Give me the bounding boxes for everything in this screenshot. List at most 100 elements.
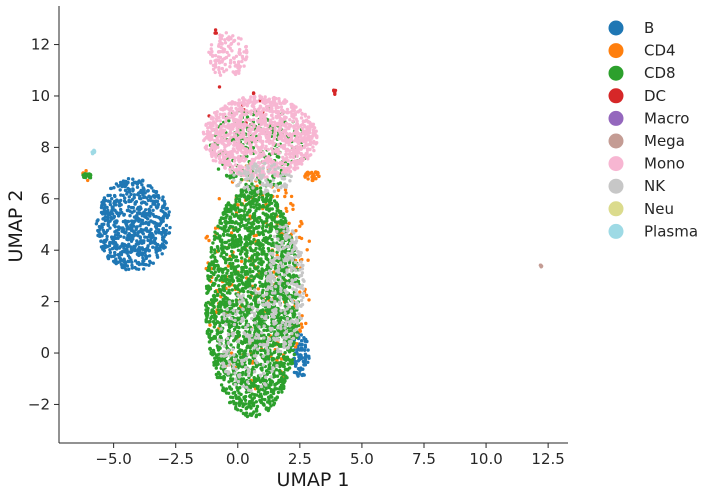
point-cd8: [254, 363, 259, 368]
point-cd8: [257, 269, 261, 273]
point-cd8: [241, 194, 246, 198]
point-cd8: [265, 239, 269, 243]
point-nk: [296, 262, 300, 267]
point-cd8: [237, 391, 241, 395]
point-b: [162, 205, 166, 209]
point-b: [155, 245, 159, 250]
point-mono: [291, 119, 295, 124]
point-mono: [290, 113, 294, 117]
point-b: [144, 220, 148, 225]
point-mono: [223, 38, 227, 42]
point-cd8: [259, 272, 263, 276]
point-cd8: [258, 394, 262, 398]
point-cd8: [220, 243, 224, 248]
point-b: [144, 208, 148, 212]
point-cd8: [210, 260, 214, 264]
point-mono: [232, 60, 236, 64]
point-cd8: [239, 311, 243, 315]
point-mono: [276, 147, 280, 152]
point-cd8: [260, 205, 264, 209]
point-cd8: [232, 214, 237, 218]
point-cd8: [238, 217, 242, 221]
point-mono: [233, 102, 237, 106]
point-nk: [301, 295, 305, 299]
point-cd8: [211, 241, 215, 245]
point-mono: [204, 147, 209, 151]
point-cd4: [217, 197, 221, 201]
point-cd8: [219, 308, 223, 312]
point-b: [152, 238, 157, 242]
point-cd8: [275, 205, 279, 210]
point-cd8: [233, 221, 237, 225]
point-mono: [293, 113, 297, 117]
point-mono: [303, 139, 307, 144]
point-nk: [283, 322, 288, 327]
point-b: [125, 236, 130, 240]
point-mono: [266, 104, 270, 108]
point-b: [141, 256, 145, 260]
point-mono: [240, 54, 245, 59]
point-mono: [213, 143, 217, 147]
point-b: [110, 197, 114, 201]
point-cd8: [212, 321, 217, 326]
point-cd8: [228, 261, 232, 266]
point-mono: [287, 169, 291, 173]
point-cd8: [207, 333, 211, 337]
point-mono: [248, 145, 253, 149]
point-cd8: [252, 401, 256, 405]
point-cd8: [229, 373, 233, 377]
point-cd8: [205, 309, 210, 313]
point-cd8: [285, 367, 289, 372]
point-mono: [263, 146, 267, 151]
point-cd8: [265, 219, 269, 223]
point-b: [142, 267, 146, 271]
point-mono: [283, 158, 288, 162]
point-b: [305, 339, 309, 344]
point-cd8: [239, 202, 244, 206]
point-cd8: [258, 398, 262, 402]
point-cd8: [237, 227, 241, 232]
point-cd8: [251, 269, 255, 274]
point-b: [146, 184, 150, 188]
point-cd8: [215, 259, 219, 263]
point-cd8: [213, 362, 217, 366]
point-b: [300, 342, 304, 347]
point-cd8: [251, 202, 255, 206]
point-cd8: [249, 263, 253, 267]
point-cd8: [270, 380, 275, 384]
point-cd8: [226, 268, 230, 273]
point-cd8: [224, 252, 229, 257]
point-b: [102, 196, 107, 200]
point-b: [125, 264, 130, 268]
point-nk: [290, 251, 294, 255]
point-cd8: [251, 341, 256, 345]
point-cd8: [254, 267, 258, 271]
point-cd8: [271, 391, 276, 396]
point-cd8: [257, 215, 262, 220]
point-b: [124, 249, 128, 253]
point-cd8: [217, 375, 221, 380]
point-b: [145, 246, 150, 250]
point-b: [295, 347, 300, 352]
point-cd8: [263, 282, 267, 286]
point-nk: [291, 287, 295, 291]
point-cd8: [270, 201, 274, 205]
point-cd8: [216, 274, 220, 278]
point-b: [158, 222, 163, 226]
point-cd8: [279, 360, 283, 364]
point-mono: [286, 110, 290, 115]
point-mono: [285, 107, 290, 112]
point-b: [142, 195, 146, 200]
point-cd8: [239, 237, 243, 241]
point-mono: [209, 150, 213, 154]
point-nk: [291, 336, 296, 341]
point-cd8: [252, 378, 257, 382]
point-mono: [265, 130, 270, 134]
point-mono: [244, 112, 248, 116]
point-mono: [214, 159, 218, 163]
point-cd8: [232, 327, 237, 332]
point-cd8: [271, 403, 276, 407]
point-mono: [224, 120, 228, 124]
point-mono: [255, 112, 259, 117]
point-mono: [215, 129, 219, 133]
